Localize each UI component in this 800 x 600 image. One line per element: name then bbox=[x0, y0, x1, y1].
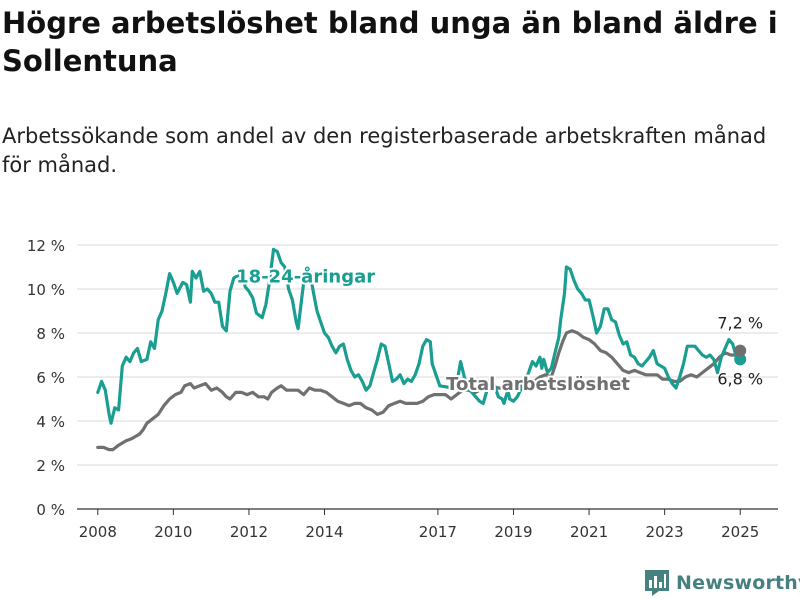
chart-subtitle: Arbetssökande som andel av den registerb… bbox=[2, 124, 767, 177]
y-tick-label: 10 % bbox=[27, 281, 65, 299]
brand-name: Newsworthy bbox=[676, 572, 800, 594]
y-tick-label: 12 % bbox=[27, 237, 65, 255]
x-tick-label: 2017 bbox=[419, 523, 457, 541]
x-tick-label: 2014 bbox=[305, 523, 343, 541]
newsworthy-logo-icon bbox=[645, 570, 669, 596]
series-line-total bbox=[96, 329, 742, 452]
x-tick-label: 2008 bbox=[79, 523, 117, 541]
chart-title: Högre arbetslöshet bland unga än bland ä… bbox=[2, 6, 778, 78]
y-tick-label: 0 % bbox=[36, 501, 65, 519]
end-value-label-youth: 6,8 % bbox=[717, 369, 763, 388]
y-tick-label: 8 % bbox=[36, 325, 65, 343]
y-tick-label: 6 % bbox=[36, 369, 65, 387]
y-tick-label: 4 % bbox=[36, 413, 65, 431]
series-label-total: Total arbetslöshet bbox=[446, 374, 630, 395]
newsworthy-brand: Newsworthy bbox=[644, 568, 800, 598]
y-tick-label: 2 % bbox=[36, 457, 65, 475]
end-point-total bbox=[734, 344, 747, 357]
x-tick-label: 2021 bbox=[570, 523, 608, 541]
x-tick-label: 2012 bbox=[230, 523, 268, 541]
x-tick-label: 2025 bbox=[721, 523, 759, 541]
x-tick-label: 2023 bbox=[646, 523, 684, 541]
x-tick-label: 2010 bbox=[154, 523, 192, 541]
end-point-youth bbox=[734, 353, 747, 366]
x-tick-label: 2019 bbox=[494, 523, 532, 541]
series-label-youth: 18-24-åringar bbox=[236, 265, 375, 287]
series-line-youth bbox=[96, 247, 742, 425]
end-value-label-total: 7,2 % bbox=[717, 314, 763, 333]
